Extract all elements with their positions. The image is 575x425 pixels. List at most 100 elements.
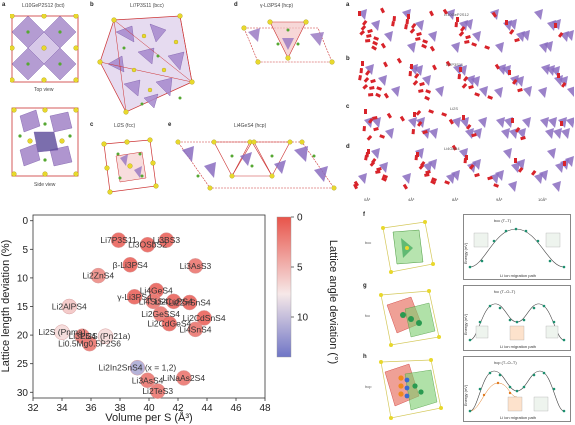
red-li-site bbox=[380, 42, 386, 49]
colorbar bbox=[276, 216, 292, 358]
point-label-15: Li4SnS4 bbox=[179, 324, 211, 334]
purple-tetrahedron bbox=[446, 173, 455, 184]
red-li-site bbox=[517, 167, 524, 173]
purple-tetrahedron bbox=[429, 128, 438, 139]
y-tick-label-10: 10 bbox=[17, 273, 29, 284]
purple-tetrahedron bbox=[453, 64, 462, 75]
red-li-site bbox=[517, 88, 523, 93]
red-li-site bbox=[360, 25, 367, 31]
red-li-site bbox=[471, 132, 477, 138]
red-li-site bbox=[465, 34, 471, 40]
y-tick-label-0: 0 bbox=[22, 216, 28, 227]
red-li-site bbox=[465, 124, 472, 130]
polyhedra-renderings-grid bbox=[353, 7, 575, 192]
red-li-site bbox=[462, 115, 465, 120]
bcc-profile-xlabel: Li ion migration path bbox=[500, 273, 537, 278]
red-li-site bbox=[416, 120, 423, 127]
data-point-8 bbox=[145, 293, 162, 310]
red-li-site bbox=[410, 64, 413, 69]
purple-tetrahedron bbox=[501, 128, 510, 139]
point-label-3: β-Li3PS4 bbox=[113, 260, 148, 270]
red-li-site bbox=[487, 95, 494, 100]
fcc-profile-xlabel: Li ion migration path bbox=[500, 344, 537, 349]
purple-tetrahedron bbox=[379, 162, 388, 173]
grid-row-label-4: Li4GeS4 bbox=[444, 146, 460, 151]
red-li-site bbox=[430, 179, 437, 185]
bcc-energy-curve bbox=[468, 227, 566, 269]
red-li-site bbox=[425, 169, 431, 175]
purple-tetrahedron bbox=[446, 9, 455, 20]
red-li-site bbox=[369, 161, 376, 167]
purple-tetrahedron bbox=[473, 128, 482, 139]
grid-letter-c: c bbox=[346, 104, 350, 110]
red-li-site bbox=[458, 30, 465, 37]
point-label-6: Li4GeS4 bbox=[140, 285, 173, 295]
purple-tetrahedron bbox=[534, 173, 543, 184]
path-row-bcc: bcc bbox=[365, 240, 372, 245]
red-li-site bbox=[376, 86, 382, 91]
red-li-site bbox=[382, 174, 388, 179]
grid-col-label-1: 0Å³ bbox=[364, 197, 371, 202]
red-li-site bbox=[422, 39, 428, 44]
point-label-7: γ-Li3PS4 bbox=[117, 292, 152, 302]
x-tick-label-36: 36 bbox=[85, 403, 97, 414]
red-li-site bbox=[353, 183, 358, 190]
x-tick-label-46: 46 bbox=[230, 403, 242, 414]
panel-letter-a: a bbox=[2, 2, 6, 8]
red-li-site bbox=[368, 93, 374, 97]
purple-tetrahedron bbox=[385, 128, 394, 139]
red-li-site bbox=[381, 176, 387, 182]
data-point-22 bbox=[176, 370, 192, 386]
point-label-21: Li3AsS4 bbox=[132, 375, 164, 385]
x-tick-label-42: 42 bbox=[172, 403, 184, 414]
red-li-site bbox=[505, 20, 508, 25]
purple-tetrahedron bbox=[428, 31, 437, 42]
panel-path-h: h hcp hcp (T–O–T) Energy (eV) Li ion mig… bbox=[363, 354, 573, 424]
red-li-site bbox=[456, 17, 459, 22]
hcp-profile-xlabel: Li ion migration path bbox=[500, 415, 537, 420]
colorbar-tick-label-5: 5 bbox=[297, 263, 303, 274]
top-view-caption: Top view bbox=[34, 87, 54, 93]
red-li-site bbox=[409, 28, 416, 34]
red-li-site bbox=[369, 86, 375, 90]
red-li-site bbox=[358, 11, 361, 16]
red-li-site bbox=[442, 8, 448, 15]
panel-letter-c: c bbox=[90, 122, 94, 128]
purple-tetrahedron bbox=[515, 76, 524, 87]
purple-tetrahedron bbox=[540, 117, 549, 128]
red-li-site bbox=[418, 89, 424, 93]
point-label-14: Li2CdSnS4 bbox=[183, 313, 226, 323]
red-li-site bbox=[514, 38, 520, 43]
red-li-site bbox=[491, 11, 497, 18]
red-li-site bbox=[464, 40, 470, 44]
colorbar-tick-label-0: 0 bbox=[297, 213, 303, 224]
purple-tetrahedron bbox=[407, 42, 416, 53]
data-point-4 bbox=[187, 258, 204, 274]
point-label-16: Li2S (Pnma) bbox=[38, 327, 85, 337]
point-label-18: Li2S (Pn21a) bbox=[81, 331, 131, 341]
panel-b: b Li7P3S11 (bcc) bbox=[90, 2, 200, 120]
purple-tetrahedron bbox=[452, 117, 461, 128]
red-li-site bbox=[404, 24, 408, 30]
red-li-site bbox=[383, 61, 388, 68]
red-li-site bbox=[411, 129, 415, 135]
red-li-site bbox=[413, 112, 416, 117]
red-li-site bbox=[399, 115, 405, 122]
red-li-site bbox=[364, 69, 371, 76]
red-li-site bbox=[457, 73, 461, 80]
grid-col-label-2: 4Å³ bbox=[408, 197, 415, 202]
red-li-site bbox=[361, 20, 368, 26]
red-li-site bbox=[362, 84, 369, 90]
point-label-0: Li7P3S11 bbox=[100, 235, 137, 245]
purple-tetrahedron bbox=[451, 170, 460, 181]
red-li-site bbox=[365, 39, 371, 43]
red-li-site bbox=[402, 183, 408, 190]
path-row-hcp: hcp bbox=[365, 384, 372, 389]
red-li-site bbox=[465, 155, 468, 160]
purple-tetrahedron bbox=[365, 64, 374, 75]
hcp-migration-polyhedra bbox=[379, 358, 443, 420]
purple-tetrahedron bbox=[554, 75, 563, 86]
purple-tetrahedron bbox=[561, 128, 570, 139]
red-li-site bbox=[362, 126, 366, 132]
